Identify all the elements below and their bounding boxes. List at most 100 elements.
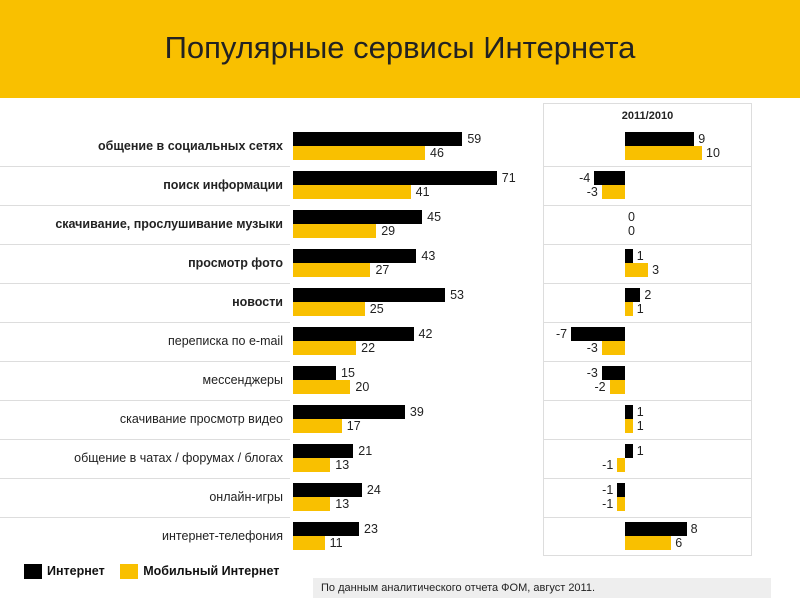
bar-mobile bbox=[293, 458, 331, 472]
change-bar-internet bbox=[594, 171, 625, 185]
data-label: 23 bbox=[364, 522, 378, 536]
row-separator bbox=[0, 439, 290, 440]
data-label: 71 bbox=[501, 171, 516, 185]
bar-internet bbox=[293, 288, 446, 302]
change-label: 9 bbox=[698, 132, 706, 146]
change-label: 0 bbox=[628, 224, 635, 238]
bar-internet bbox=[293, 132, 463, 146]
change-bar-internet bbox=[625, 249, 633, 263]
change-bar-internet bbox=[625, 132, 695, 146]
bar-mobile bbox=[293, 302, 365, 316]
row-separator bbox=[0, 205, 290, 206]
row-separator bbox=[543, 439, 752, 440]
change-panel bbox=[543, 103, 752, 556]
legend-swatch-mobile bbox=[120, 564, 139, 580]
change-label: -3 bbox=[586, 185, 598, 199]
row-separator bbox=[543, 400, 752, 401]
change-label: 1 bbox=[636, 405, 644, 419]
bar-internet bbox=[293, 210, 423, 224]
row-separator bbox=[0, 166, 290, 167]
change-label: -1 bbox=[602, 458, 614, 472]
source-note: По данным аналитического отчета ФОМ, авг… bbox=[313, 578, 771, 598]
change-label: -7 bbox=[555, 327, 568, 341]
category-label: онлайн-игры bbox=[209, 490, 283, 504]
bar-mobile bbox=[293, 380, 351, 394]
change-bar-internet bbox=[625, 444, 633, 458]
row-separator bbox=[543, 166, 752, 167]
change-bar-internet bbox=[625, 288, 641, 302]
change-label: 3 bbox=[652, 263, 660, 277]
data-label: 13 bbox=[335, 458, 350, 472]
header-band bbox=[0, 0, 800, 98]
category-label: новости bbox=[232, 295, 283, 309]
change-bar-mobile bbox=[625, 302, 633, 316]
change-label: 1 bbox=[636, 419, 644, 433]
change-label: 2 bbox=[644, 288, 652, 302]
change-label: -2 bbox=[594, 380, 606, 394]
row-separator bbox=[0, 478, 290, 479]
change-label: -1 bbox=[602, 483, 614, 497]
data-label: 11 bbox=[329, 536, 343, 550]
bar-mobile bbox=[293, 185, 411, 199]
change-bar-mobile bbox=[617, 458, 625, 472]
bar-mobile bbox=[293, 224, 377, 238]
change-bar-internet bbox=[571, 327, 625, 341]
data-label: 59 bbox=[467, 132, 482, 146]
legend-internet: Интернет bbox=[47, 564, 105, 578]
change-bar-mobile bbox=[609, 380, 625, 394]
row-separator bbox=[543, 517, 752, 518]
change-bar-internet bbox=[601, 366, 625, 380]
bar-mobile bbox=[293, 263, 371, 277]
row-separator bbox=[0, 283, 290, 284]
data-label: 45 bbox=[427, 210, 442, 224]
row-separator bbox=[0, 322, 290, 323]
bar-internet bbox=[293, 444, 354, 458]
category-label: переписка по e-mail bbox=[167, 334, 283, 348]
change-bar-mobile bbox=[625, 263, 649, 277]
page-title: Популярные сервисы Интернета bbox=[164, 30, 636, 65]
change-label: -3 bbox=[586, 341, 598, 355]
data-label: 27 bbox=[375, 263, 390, 277]
category-label: общение в чатах / форумах / блогах bbox=[74, 451, 283, 465]
row-separator bbox=[0, 400, 290, 401]
change-label: 8 bbox=[690, 522, 698, 536]
bar-internet bbox=[293, 249, 417, 263]
category-label: просмотр фото bbox=[188, 256, 283, 270]
row-separator bbox=[0, 517, 290, 518]
bar-internet bbox=[293, 171, 497, 185]
data-label: 21 bbox=[358, 444, 373, 458]
legend: Интернет Мобильный Интернет bbox=[24, 564, 280, 580]
category-label: интернет-телефония bbox=[162, 529, 283, 543]
data-label: 20 bbox=[355, 380, 370, 394]
change-label: -1 bbox=[602, 497, 614, 511]
category-label: скачивание просмотр видео bbox=[119, 412, 283, 426]
data-label: 25 bbox=[369, 302, 384, 316]
data-label: 15 bbox=[341, 366, 355, 380]
change-label: 0 bbox=[628, 210, 635, 224]
data-label: 17 bbox=[346, 419, 361, 433]
bar-internet bbox=[293, 366, 337, 380]
bar-mobile bbox=[293, 536, 325, 550]
change-label: 10 bbox=[706, 146, 720, 160]
bar-mobile bbox=[293, 146, 426, 160]
row-separator bbox=[543, 244, 752, 245]
data-label: 46 bbox=[430, 146, 444, 160]
data-label: 39 bbox=[409, 405, 424, 419]
row-separator bbox=[543, 283, 752, 284]
data-label: 24 bbox=[366, 483, 381, 497]
category-label: скачивание, прослушивание музыки bbox=[55, 217, 283, 231]
data-label: 29 bbox=[381, 224, 396, 238]
row-separator bbox=[0, 244, 290, 245]
change-bar-mobile bbox=[625, 536, 672, 550]
data-label: 22 bbox=[361, 341, 376, 355]
row-separator bbox=[543, 205, 752, 206]
category-label: поиск информации bbox=[163, 178, 283, 192]
row-separator bbox=[543, 361, 752, 362]
row-separator bbox=[543, 322, 752, 323]
change-label: 1 bbox=[636, 444, 644, 458]
data-label: 42 bbox=[418, 327, 433, 341]
change-label: -3 bbox=[586, 366, 598, 380]
change-bar-internet bbox=[625, 522, 687, 536]
change-bar-mobile bbox=[625, 419, 633, 433]
legend-mobile: Мобильный Интернет bbox=[143, 564, 280, 578]
